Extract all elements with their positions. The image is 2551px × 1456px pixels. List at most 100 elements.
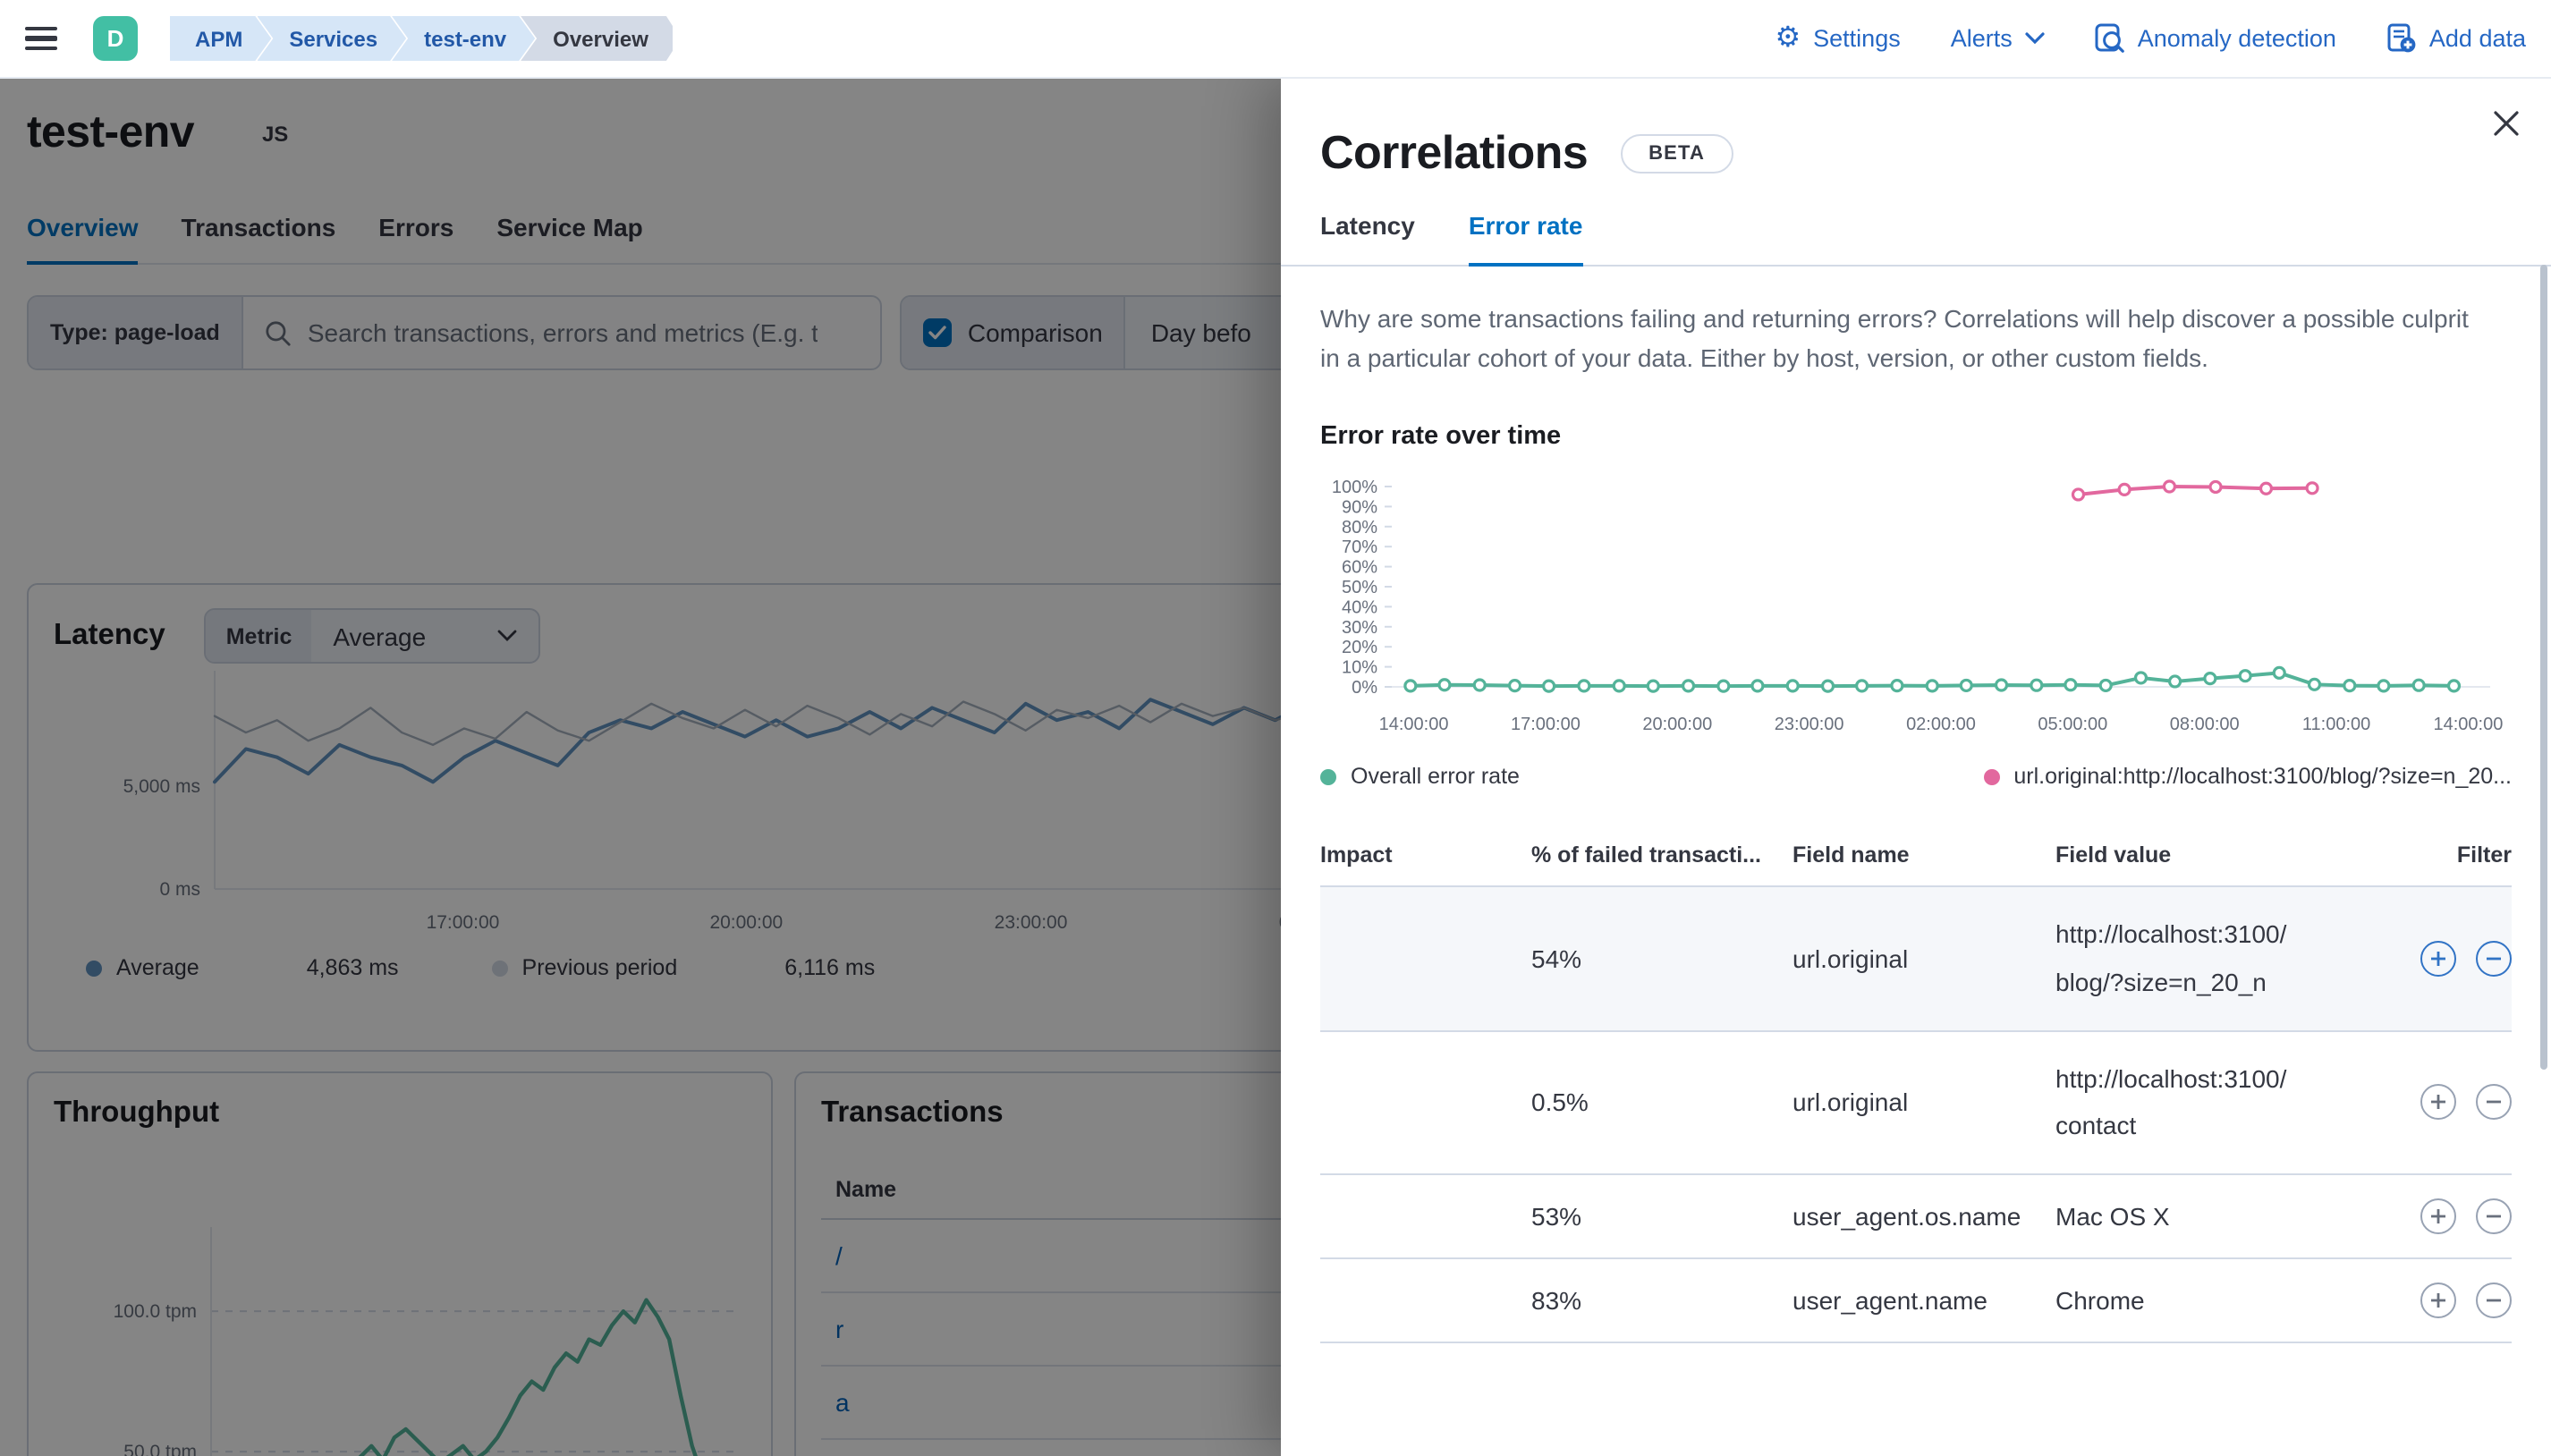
breadcrumb-overview: Overview [521,16,674,61]
transaction-link[interactable]: r [835,1315,844,1343]
svg-text:40%: 40% [1342,598,1377,618]
svg-text:20%: 20% [1342,639,1377,658]
url-legend-dot [1983,768,2000,785]
transaction-link[interactable]: a [835,1388,850,1417]
svg-text:23:00:00: 23:00:00 [995,912,1068,933]
tab-service-map[interactable]: Service Map [496,213,643,241]
page-title: test-env [27,107,195,157]
flyout-description: Why are some transactions failing and re… [1320,304,2469,372]
svg-text:20:00:00: 20:00:00 [709,912,783,933]
chevron-down-icon [2025,32,2045,45]
header-filter: Filter [2456,842,2512,868]
chevron-down-icon [497,630,517,641]
flyout-tabs: Latency Error rate [1281,211,2551,267]
menu-icon[interactable] [25,26,57,51]
svg-text:10%: 10% [1342,658,1377,678]
breadcrumb-services[interactable]: Services [257,16,406,61]
svg-text:0 ms: 0 ms [159,879,200,900]
error-rate-legend: Overall error rate url.original:http://l… [1320,765,2512,790]
header-field-value[interactable]: Field value [2055,842,2172,868]
search-placeholder: Search transactions, errors and metrics … [307,318,818,347]
svg-text:05:00:00: 05:00:00 [2038,715,2107,735]
add-data-link[interactable]: Add data [2386,23,2526,54]
svg-text:70%: 70% [1342,538,1377,558]
tab-latency[interactable]: Latency [1320,211,1415,240]
throughput-title: Throughput [54,1096,220,1129]
transaction-link[interactable]: / [835,1241,843,1270]
filter-exclude-button[interactable] [2476,1084,2512,1121]
correlations-flyout: Correlations BETA Latency Error rate Why… [1281,79,2551,1456]
tab-errors[interactable]: Errors [378,213,454,241]
header-field-name[interactable]: Field name [1792,842,1910,868]
svg-text:80%: 80% [1342,519,1377,538]
filter-exclude-button[interactable] [2476,940,2512,977]
svg-text:60%: 60% [1342,558,1377,578]
correlation-row[interactable]: 0.5% url.original http://localhost:3100/… [1320,1029,2512,1172]
url-series-legend[interactable]: url.original:http://localhost:3100/blog/… [1983,765,2512,790]
svg-text:17:00:00: 17:00:00 [427,912,500,933]
svg-text:100.0 tpm: 100.0 tpm [114,1301,197,1322]
correlation-row[interactable]: 53% user_agent.os.name Mac OS X [1320,1172,2512,1257]
breadcrumb-apm[interactable]: APM [170,16,271,61]
breadcrumb-test-env[interactable]: test-env [392,16,535,61]
svg-text:23:00:00: 23:00:00 [1775,715,1844,735]
error-rate-chart[interactable]: 100%90%80%70%60%50%40%30%20%10%0%14:00:0… [1320,477,2508,738]
transaction-type-label: Type: page-load [29,297,243,368]
add-data-icon [2387,23,2416,53]
comparison-label: Comparison [967,318,1103,347]
svg-text:14:00:00: 14:00:00 [1379,715,1449,735]
tab-overview[interactable]: Overview [27,213,139,265]
svg-text:5,000 ms: 5,000 ms [123,776,200,797]
svg-text:08:00:00: 08:00:00 [2170,715,2240,735]
svg-text:90%: 90% [1342,498,1377,518]
search-icon [266,320,291,345]
filter-include-button[interactable] [2420,940,2456,977]
header-impact[interactable]: Impact [1320,842,1393,868]
average-legend-dot [86,960,102,976]
latency-metric-select[interactable]: Metric Average [204,608,541,664]
comparison-checkbox[interactable] [922,318,952,347]
filter-exclude-button[interactable] [2476,1198,2512,1234]
svg-text:100%: 100% [1332,478,1377,498]
svg-text:02:00:00: 02:00:00 [1906,715,1976,735]
correlations-table-header: Impact % of failed transacti... Field na… [1320,833,2512,886]
svg-text:50%: 50% [1342,579,1377,598]
latency-legend: Average 4,863 ms Previous period 6,116 m… [54,955,1442,980]
svg-text:50.0 tpm: 50.0 tpm [123,1442,197,1456]
svg-text:30%: 30% [1342,619,1377,639]
close-icon[interactable] [2490,107,2522,140]
space-avatar[interactable]: D [93,16,138,61]
header-failed-pct[interactable]: % of failed transacti... [1531,842,1762,868]
beta-badge: BETA [1620,133,1734,173]
top-navigation-bar: D APM Services test-env Overview ⚙ Setti… [0,0,2551,79]
search-input[interactable]: Search transactions, errors and metrics … [243,297,880,368]
alerts-menu[interactable]: Alerts [1951,25,2045,52]
filter-include-button[interactable] [2420,1084,2456,1121]
correlation-row[interactable]: 83% user_agent.name Chrome [1320,1257,2512,1343]
filter-include-button[interactable] [2420,1282,2456,1318]
svg-text:17:00:00: 17:00:00 [1511,715,1581,735]
settings-link[interactable]: ⚙ Settings [1775,22,1901,53]
correlation-row[interactable]: 54% url.original http://localhost:3100/b… [1320,885,2512,1030]
agent-type-badge: JS [261,121,289,146]
svg-text:20:00:00: 20:00:00 [1642,715,1712,735]
previous-period-legend-dot [491,960,508,976]
svg-text:14:00:00: 14:00:00 [2434,715,2504,735]
overall-legend-dot [1320,768,1336,785]
transactions-title: Transactions [821,1096,1004,1129]
correlations-table: Impact % of failed transacti... Field na… [1320,833,2512,1343]
anomaly-detection-link[interactable]: Anomaly detection [2095,23,2336,54]
svg-text:11:00:00: 11:00:00 [2302,715,2370,735]
tab-error-rate[interactable]: Error rate [1468,211,1583,267]
filter-include-button[interactable] [2420,1198,2456,1234]
scrollbar[interactable] [2540,265,2547,1070]
service-tabs: Overview Transactions Errors Service Map [27,213,2524,265]
svg-text:0%: 0% [1352,679,1377,698]
filter-exclude-button[interactable] [2476,1282,2512,1318]
flyout-title: Correlations [1320,125,1589,179]
overall-error-rate-legend[interactable]: Overall error rate [1320,765,1520,790]
tab-transactions[interactable]: Transactions [181,213,336,241]
